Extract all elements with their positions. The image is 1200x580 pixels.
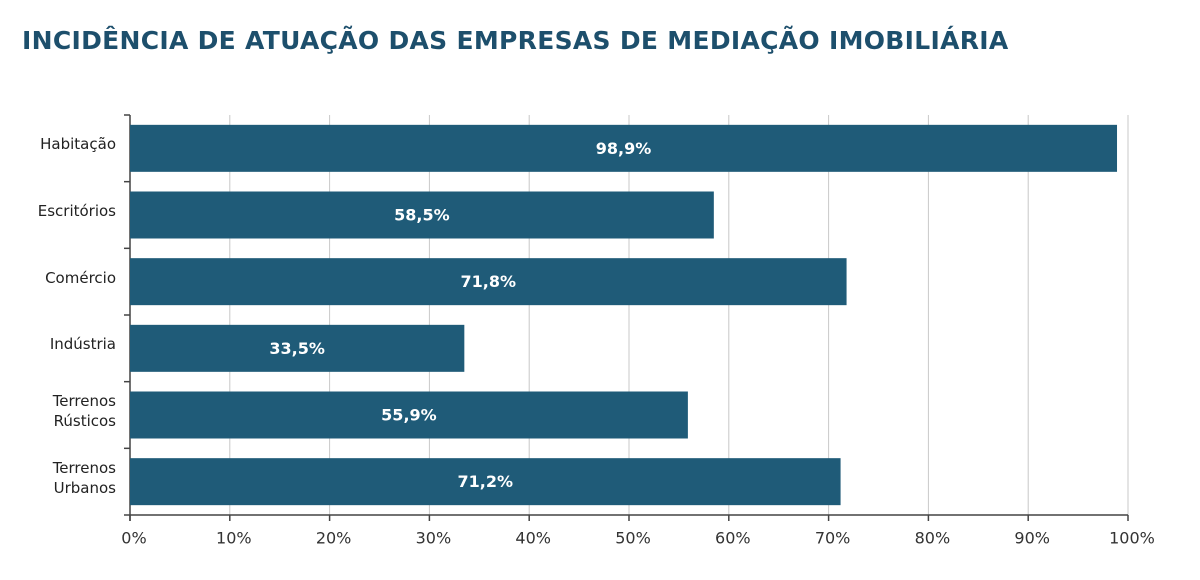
bar <box>130 258 847 306</box>
value-label: 98,9% <box>596 139 652 158</box>
x-tick-label: 40% <box>515 529 551 548</box>
x-tick-label: 80% <box>915 529 951 548</box>
chart-title: INCIDÊNCIA DE ATUAÇÃO DAS EMPRESAS DE ME… <box>22 26 1009 55</box>
x-tick-label: 50% <box>615 529 651 548</box>
x-tick-label: 20% <box>316 529 352 548</box>
value-label: 58,5% <box>394 206 450 225</box>
x-tick-label: 90% <box>1014 529 1050 548</box>
bar <box>130 191 714 239</box>
value-label: 33,5% <box>269 339 325 358</box>
bar <box>130 124 1118 172</box>
value-label: 55,9% <box>381 406 437 425</box>
value-label: 71,2% <box>458 472 514 491</box>
x-tick-label: 100% <box>1109 529 1155 548</box>
value-label: 71,8% <box>461 272 517 291</box>
bar <box>130 391 688 439</box>
y-tick-label: Indústria <box>49 335 116 354</box>
x-tick-label: 70% <box>815 529 851 548</box>
x-tick-label: 10% <box>216 529 252 548</box>
bar <box>130 324 465 372</box>
y-tick-label: Escritórios <box>37 202 116 220</box>
y-tick-label: Terrenos Urbanos <box>52 458 116 497</box>
bar <box>130 458 841 506</box>
y-tick-label: Habitação <box>40 135 116 154</box>
x-tick-label: 60% <box>715 529 751 548</box>
y-tick-label: Comércio <box>45 268 116 287</box>
x-tick-label: 30% <box>416 529 452 548</box>
y-tick-label: Terrenos Rústicos <box>52 392 116 430</box>
x-tick-label: 0% <box>121 529 146 548</box>
